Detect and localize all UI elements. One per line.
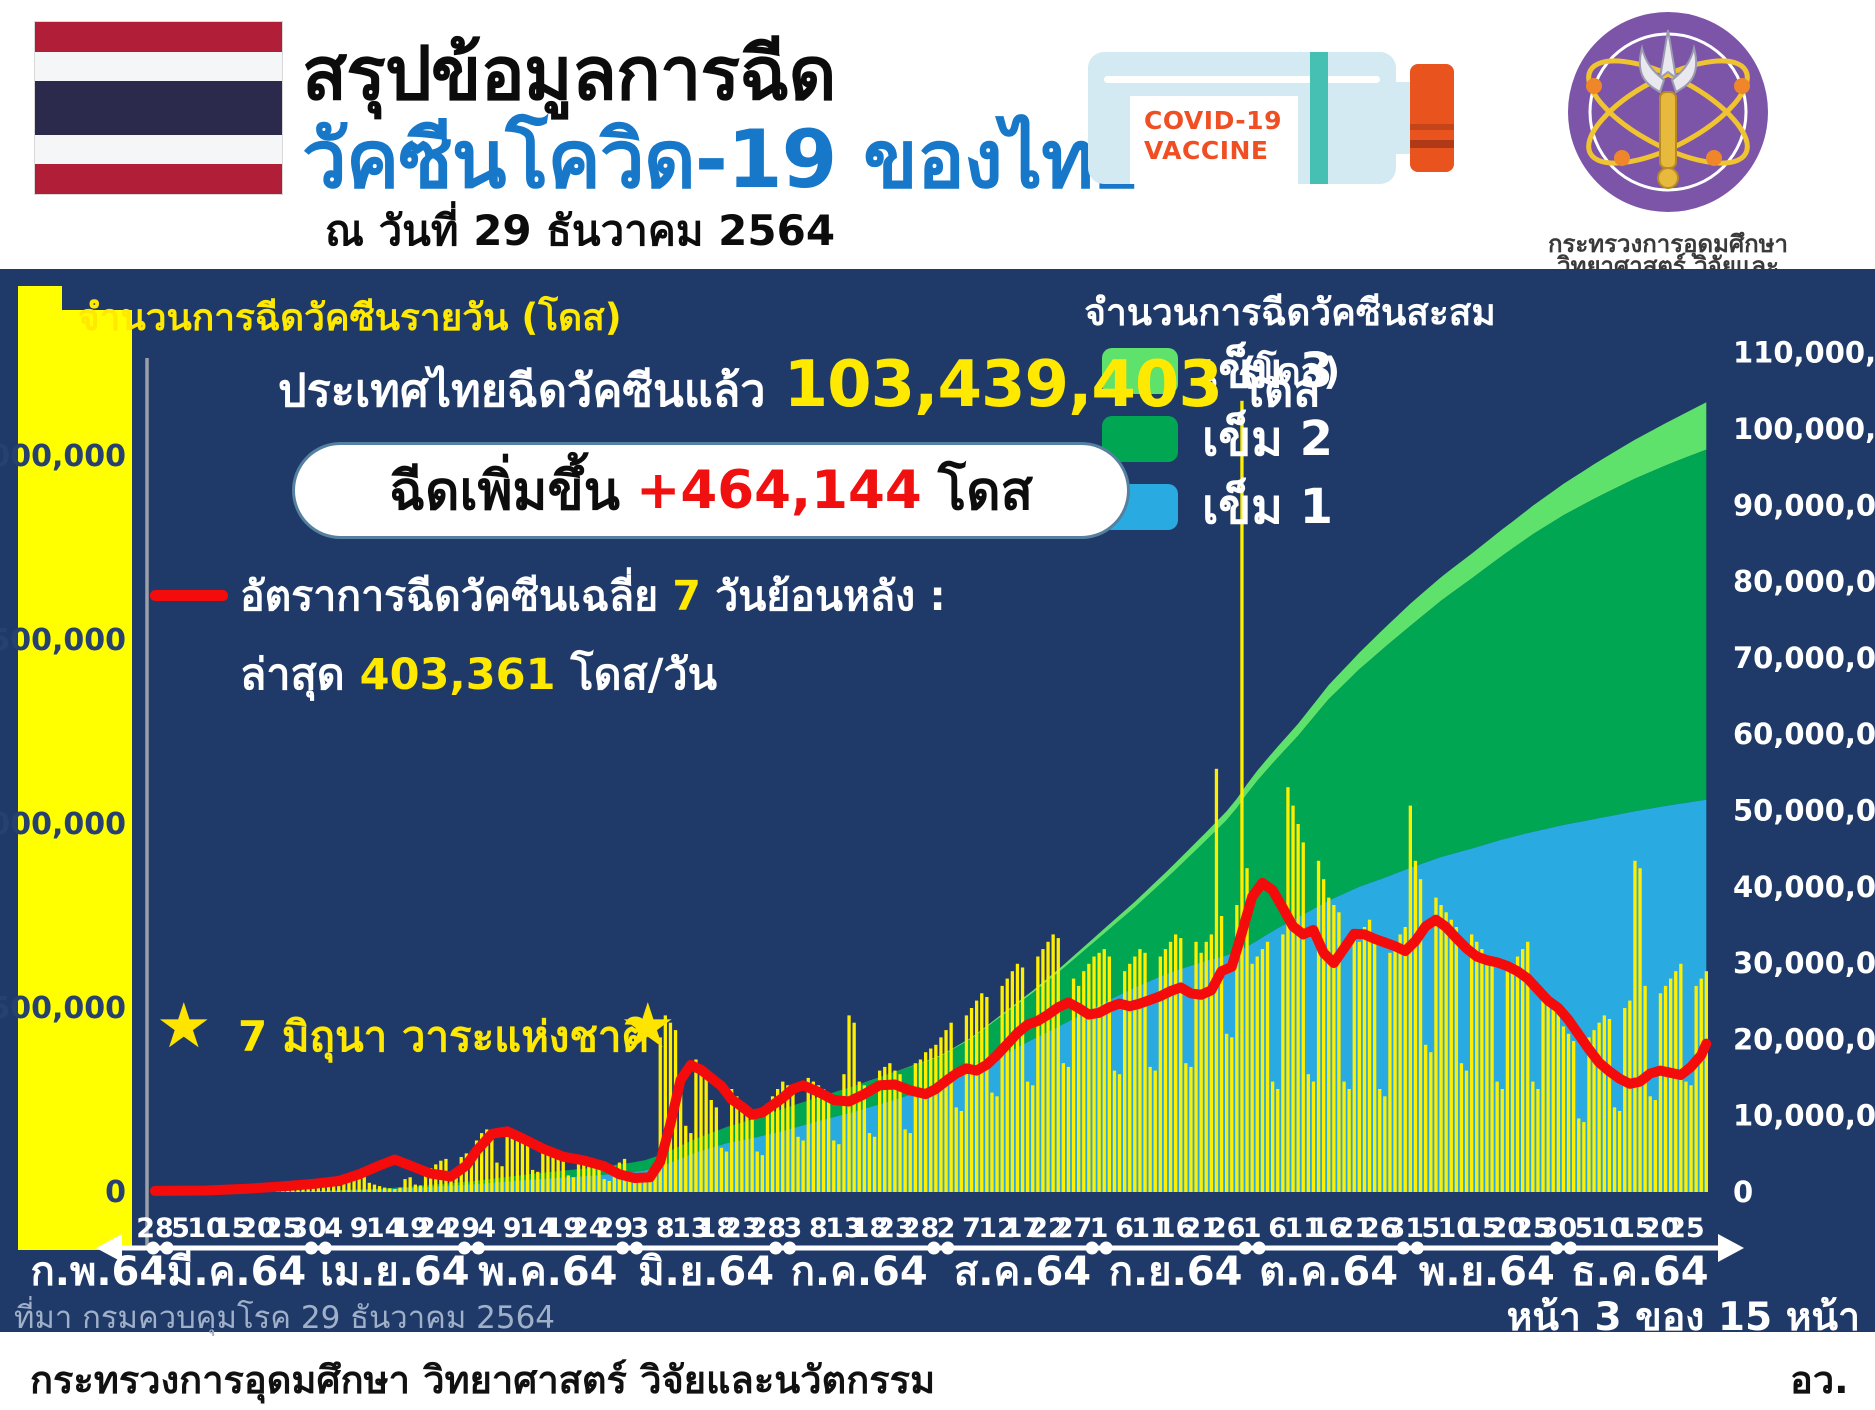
page-title-line2: วัคซีนโควิด-19 ของไทย — [302, 113, 1140, 206]
ministry-name-line1: กระทรวงการอุดมศึกษา — [1548, 230, 1788, 258]
vial-label-line2: VACCINE — [1144, 136, 1269, 165]
legend-row-dose1: เข็ม 1 — [1102, 479, 1333, 535]
avg-line-legend-dash — [150, 590, 228, 601]
avg-caption-a: อัตราการฉีดวัคซีนเฉลี่ย — [240, 572, 659, 620]
pill-prefix: ฉีดเพิ่มขึ้น — [388, 460, 620, 522]
thai-flag-icon — [35, 22, 282, 194]
footer-ministry-abbrev: อว. — [1790, 1358, 1849, 1402]
page-number: หน้า 3 ของ 15 หน้า — [1506, 1295, 1860, 1340]
dose3-label: เข็ม 3 — [1202, 343, 1333, 399]
vaccine-vial-icon: COVID-19 VACCINE — [1088, 52, 1460, 184]
headline-total-value: 103,439,403 — [783, 348, 1223, 422]
chart-section — [0, 269, 1875, 1332]
headline-prefix: ประเทศไทยฉีดวัคซีนแล้ว — [278, 364, 766, 417]
pill-suffix: โดส — [937, 460, 1034, 522]
avg-latest-label: ล่าสุด — [240, 650, 345, 700]
avg-caption-c: วันย้อนหลัง : — [715, 572, 946, 620]
footer-ministry-name: กระทรวงการอุดมศึกษา วิทยาศาสตร์ วิจัยและ… — [30, 1358, 936, 1402]
dose3-swatch-icon — [1102, 348, 1178, 394]
national-agenda-note: 7 มิถุนา วาระแห่งชาติ — [238, 1012, 649, 1061]
header: สรุปข้อมูลการฉีด วัคซีนโควิด-19 ของไทย ณ… — [0, 0, 1875, 319]
avg-rate-caption-line2: ล่าสุด 403,361 โดส/วัน — [240, 640, 717, 708]
cumulative-axis-title: จำนวนการฉีดวัคซีนสะสม (โดส) — [1084, 291, 1496, 393]
data-source: ที่มา กรมควบคุมโรค 29 ธันวาคม 2564 — [14, 1300, 556, 1336]
avg-caption-days: 7 — [672, 572, 701, 620]
footer-bar — [0, 1332, 1875, 1407]
star-icon: ★ — [156, 989, 212, 1062]
avg-latest-unit: โดส/วัน — [570, 650, 718, 700]
daily-bars-legend-swatch — [18, 286, 62, 324]
avg-rate-caption-line1: อัตราการฉีดวัคซีนเฉลี่ย 7 วันย้อนหลัง : — [240, 564, 946, 629]
as-of-date: ณ วันที่ 29 ธันวาคม 2564 — [325, 206, 836, 255]
daily-increase-pill: ฉีดเพิ่มขึ้น +464,144 โดส — [292, 442, 1130, 539]
total-doses-headline: ประเทศไทยฉีดวัคซีนแล้ว 103,439,403 โดส — [278, 348, 1321, 426]
vial-label-line1: COVID-19 — [1144, 106, 1282, 135]
daily-bars-legend-label: จำนวนการฉีดวัคซีนรายวัน (โดส) — [78, 296, 622, 339]
page-title-line1: สรุปข้อมูลการฉีด — [302, 31, 837, 117]
headline-suffix: โดส — [1239, 364, 1321, 417]
vaccine-vial-label: COVID-19 VACCINE — [1130, 96, 1298, 184]
legend-row-dose3: เข็ม 3 — [1102, 343, 1333, 399]
ministry-logo-icon — [1564, 8, 1772, 216]
dose1-label: เข็ม 1 — [1202, 479, 1333, 535]
pill-increase-value: +464,144 — [635, 460, 922, 521]
ministry-logo-block: กระทรวงการอุดมศึกษา วิทยาศาสตร์ วิจัยและ… — [1524, 6, 1812, 319]
star-icon-june7: ★ — [620, 989, 676, 1062]
avg-latest-value: 403,361 — [359, 650, 556, 700]
